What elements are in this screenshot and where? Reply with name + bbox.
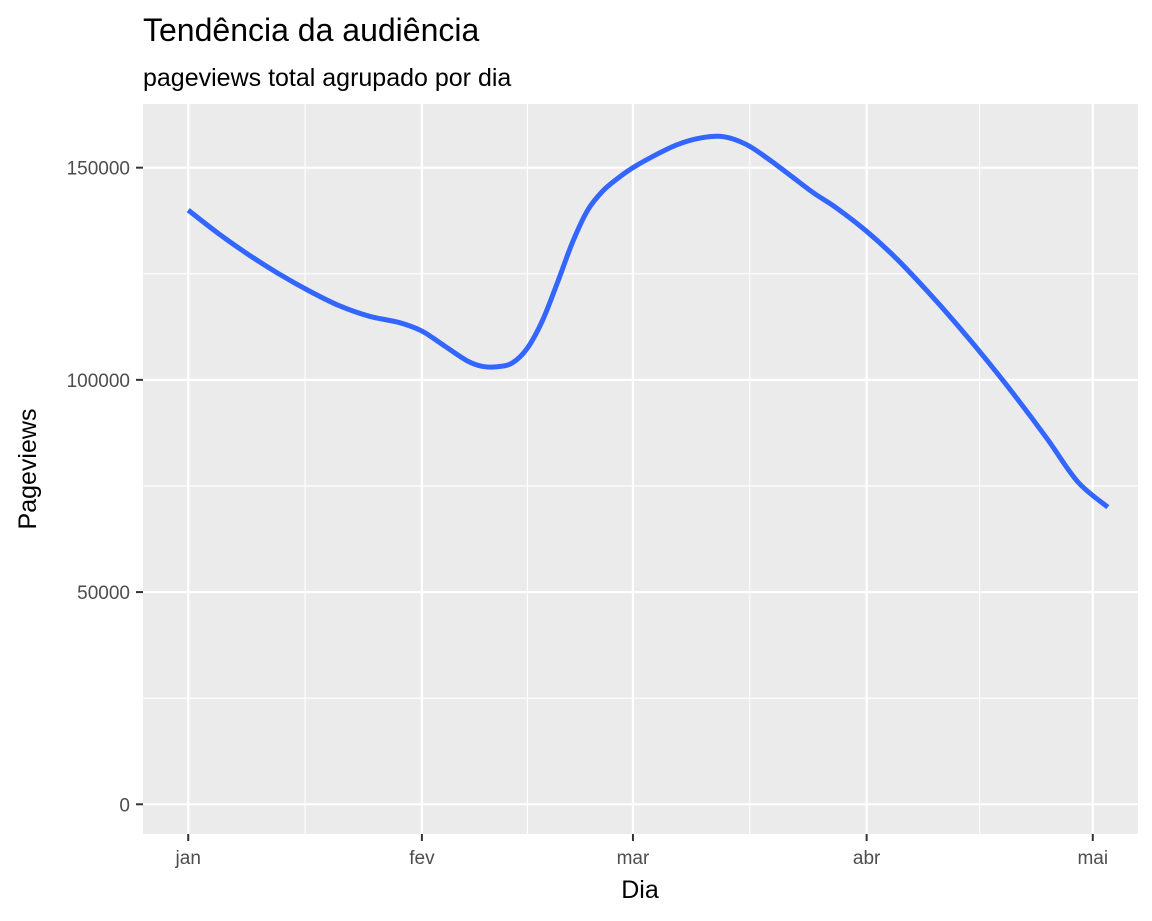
x-tick-label: mar [617,848,650,869]
x-axis-title: Dia [621,876,659,904]
chart-subtitle: pageviews total agrupado por dia [143,64,511,92]
series-line [186,133,1110,510]
x-tick-label: abr [853,848,881,869]
y-tick-label: 150000 [67,159,130,180]
grid-major [143,104,1138,834]
y-tick-label: 100000 [67,371,130,392]
x-tick-label: fev [409,848,435,869]
x-tick-label: jan [175,848,201,869]
x-axis: jan fev mar abr mai [175,834,1108,869]
grid-minor [143,104,1138,834]
y-axis: 0 50000 100000 150000 [67,159,143,816]
series-layer [186,133,1110,510]
y-tick-label: 50000 [77,583,130,604]
y-axis-title: Pageviews [14,409,42,530]
x-tick-label: mai [1077,848,1108,869]
chart-title: Tendência da audiência [143,12,479,48]
y-tick-label: 0 [119,795,130,816]
plot-panel [143,104,1138,834]
